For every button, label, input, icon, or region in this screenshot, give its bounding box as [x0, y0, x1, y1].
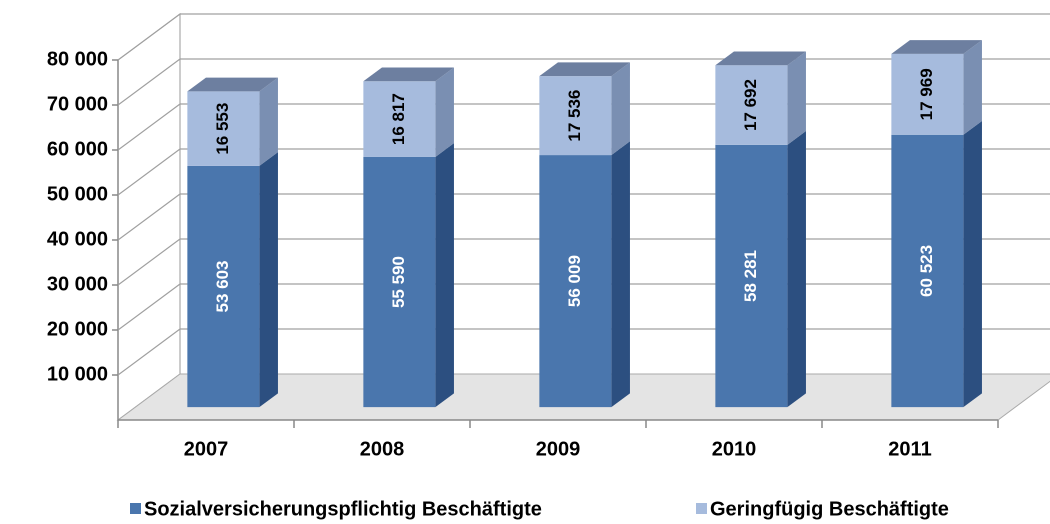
bar: [891, 53, 964, 135]
value-label: 56 009: [565, 255, 584, 307]
legend-label: Sozialversicherungspflichtig Beschäftigt…: [144, 498, 542, 520]
bar: [363, 81, 436, 157]
bar: [363, 156, 436, 408]
bar-side: [259, 77, 278, 166]
bar-side: [787, 131, 806, 408]
bar: [891, 134, 964, 408]
value-label: 16 553: [213, 103, 232, 155]
value-label: 16 817: [389, 93, 408, 145]
y-tick-label: 60 000: [47, 138, 108, 160]
y-tick-label: 10 000: [47, 363, 108, 385]
value-label: 53 603: [213, 261, 232, 313]
value-label: 58 281: [741, 250, 760, 302]
y-tick-label: 50 000: [47, 183, 108, 205]
x-tick-label: 2009: [536, 438, 581, 460]
bar-side: [611, 62, 630, 156]
bar-side: [963, 40, 982, 135]
x-tick-label: 2008: [360, 438, 405, 460]
bar: [187, 91, 260, 166]
x-tick-label: 2007: [184, 438, 229, 460]
y-tick-label: 40 000: [47, 228, 108, 250]
bar: [539, 155, 612, 408]
bar-side: [963, 120, 982, 408]
y-tick-label: 20 000: [47, 318, 108, 340]
bar-side: [787, 51, 806, 145]
legend-marker: [696, 503, 707, 514]
bar-side: [435, 143, 454, 408]
y-tick-label: 80 000: [47, 48, 108, 70]
bar-top: [891, 40, 982, 54]
legend-marker: [130, 503, 141, 514]
bar-top: [363, 67, 454, 82]
y-tick-label: 70 000: [47, 93, 108, 115]
x-tick-label: 2011: [888, 438, 931, 460]
value-label: 17 536: [565, 90, 584, 142]
legend-label: Geringfügig Beschäftigte: [710, 498, 949, 520]
bar-side: [259, 152, 278, 408]
value-label: 60 523: [917, 245, 936, 297]
bar: [715, 144, 788, 408]
bar-side: [611, 141, 630, 408]
bar-top: [715, 51, 806, 66]
value-label: 17 692: [741, 79, 760, 131]
bar-side: [435, 67, 454, 157]
grid-line: [117, 13, 1050, 61]
value-label: 17 969: [917, 68, 936, 120]
bar: [715, 65, 788, 145]
y-tick-label: 30 000: [47, 273, 108, 295]
bar-top: [539, 62, 630, 77]
value-label: 55 590: [389, 256, 408, 308]
bar: [187, 165, 260, 408]
bar: [539, 76, 612, 156]
bar-top: [187, 77, 278, 92]
x-tick-label: 2010: [712, 438, 757, 460]
